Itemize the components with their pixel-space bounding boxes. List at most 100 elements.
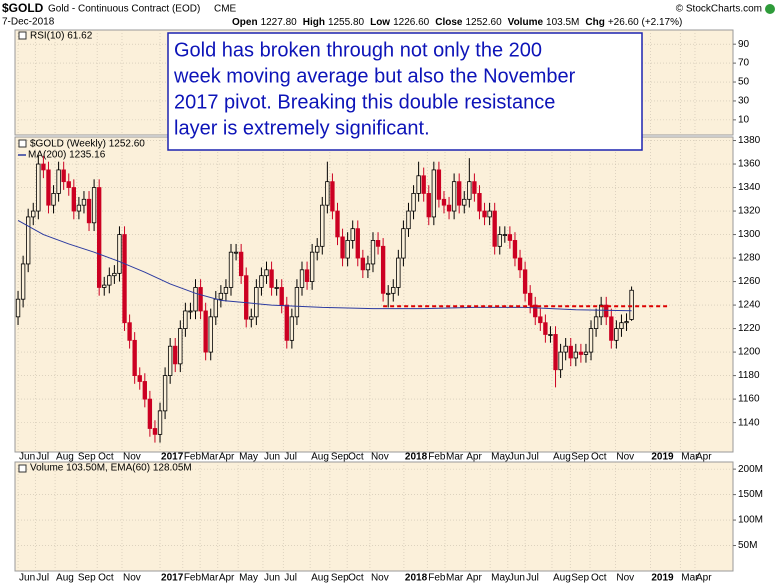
candle-body <box>20 263 26 300</box>
x-tick-label: Aug <box>56 573 74 584</box>
candle-body <box>441 198 447 206</box>
candle-body <box>208 316 213 353</box>
quote-value: +26.60 (+2.17%) <box>608 17 683 28</box>
annotation-line: Gold has broken through not only the 200 <box>174 39 542 61</box>
legend-label: $GOLD (Weekly) 1252.60 <box>30 139 145 150</box>
candle-body <box>152 428 158 435</box>
candle-body <box>264 269 269 277</box>
y-tick-label: 1320 <box>738 206 761 217</box>
candle-body <box>614 328 619 341</box>
candle-body <box>86 198 92 224</box>
x-tick-label: Jul <box>526 452 539 463</box>
legend-label: MA(200) 1235.16 <box>28 150 106 161</box>
candle-body <box>370 240 376 265</box>
quote-value: 1255.80 <box>328 17 365 28</box>
x-tick-label: Jul <box>284 452 297 463</box>
x-tick-label: Oct <box>591 573 607 584</box>
x-tick-label: Oct <box>98 573 114 584</box>
x-tick-label: 2019 <box>651 452 674 463</box>
x-tick-label: Aug <box>311 452 329 463</box>
x-tick-label: Apr <box>466 573 482 584</box>
x-tick-label: Oct <box>348 452 364 463</box>
candle-body <box>355 228 360 259</box>
candle-body <box>81 198 87 206</box>
candle-body <box>335 210 340 238</box>
x-tick-label: Aug <box>311 573 329 584</box>
x-tick-label: May <box>491 573 510 584</box>
candle-body <box>15 298 21 318</box>
y-tick-label: 1260 <box>738 276 761 287</box>
quote-value: 1227.80 <box>261 17 298 28</box>
x-tick-label: Jul <box>36 573 49 584</box>
y-tick-label: 1220 <box>738 323 761 334</box>
candle-body <box>132 339 137 377</box>
candle-body <box>117 234 122 274</box>
x-tick-label: Jun <box>509 573 525 584</box>
candle-body <box>406 210 411 230</box>
candle-body <box>391 287 396 294</box>
panel-label: Volume 103.50M, EMA(60) 128.05M <box>30 463 192 474</box>
symbol: $GOLD <box>2 1 44 15</box>
candle-body <box>629 289 634 320</box>
candle-body <box>467 181 472 200</box>
y-tick-label: 200M <box>738 464 763 475</box>
candle-body <box>71 187 76 212</box>
x-tick-label: May <box>239 573 258 584</box>
quote-label: Volume <box>508 17 544 28</box>
candle-body <box>46 169 51 206</box>
moving-average-line <box>17 220 632 312</box>
x-tick-label: Mar <box>201 573 219 584</box>
candle-body <box>543 322 548 335</box>
candle-body <box>102 284 107 288</box>
quote-label: Chg <box>585 17 604 28</box>
candle-body <box>304 269 310 282</box>
x-tick-label: Mar <box>446 573 464 584</box>
x-tick-label: Nov <box>616 452 634 463</box>
annotation-line: week moving average but also the Novembe… <box>173 65 576 87</box>
candle-body <box>436 169 442 200</box>
candle-body <box>315 245 320 253</box>
x-tick-label: Jun <box>19 573 35 584</box>
x-tick-label: Aug <box>553 452 571 463</box>
candle-body <box>553 334 558 371</box>
candle-body <box>558 351 563 371</box>
price-panel <box>14 136 734 453</box>
quote-label: Low <box>370 17 390 28</box>
x-tick-label: Mar <box>201 452 219 463</box>
volume-panel <box>14 461 734 572</box>
x-tick-label: Sep <box>331 452 349 463</box>
x-tick-label: Oct <box>591 452 607 463</box>
candle-body <box>421 175 426 194</box>
x-tick-label: Jul <box>526 573 539 584</box>
candle-body <box>330 181 335 212</box>
y-tick-label: 1160 <box>738 394 760 405</box>
x-tick-label: Jul <box>36 452 49 463</box>
candle-body <box>289 316 295 341</box>
candle-body <box>112 272 117 277</box>
y-tick-label: 10 <box>738 115 750 126</box>
candle-body <box>588 328 594 353</box>
candle-body <box>137 375 142 382</box>
x-tick-label: Mar <box>681 573 699 584</box>
candle-body <box>365 263 371 271</box>
candle-body <box>96 187 102 288</box>
candle-body <box>66 181 71 188</box>
candle-body <box>274 287 279 289</box>
x-tick-label: Jun <box>19 452 35 463</box>
candle-body <box>244 275 249 320</box>
y-tick-label: 1300 <box>738 229 761 240</box>
legend-icon <box>18 139 27 148</box>
x-tick-label: Feb <box>184 573 202 584</box>
y-tick-label: 1360 <box>738 159 761 170</box>
candle-body <box>522 269 528 294</box>
candle-body <box>188 310 193 313</box>
legend-icon <box>18 464 27 473</box>
candle-body <box>51 193 56 206</box>
y-tick-label: 1200 <box>738 347 761 358</box>
candle-body <box>173 345 178 365</box>
y-tick-label: 50M <box>738 540 757 551</box>
candle-body <box>142 381 147 400</box>
candle-body <box>396 257 401 288</box>
candle-body <box>340 236 345 259</box>
x-tick-label: Feb <box>428 452 446 463</box>
